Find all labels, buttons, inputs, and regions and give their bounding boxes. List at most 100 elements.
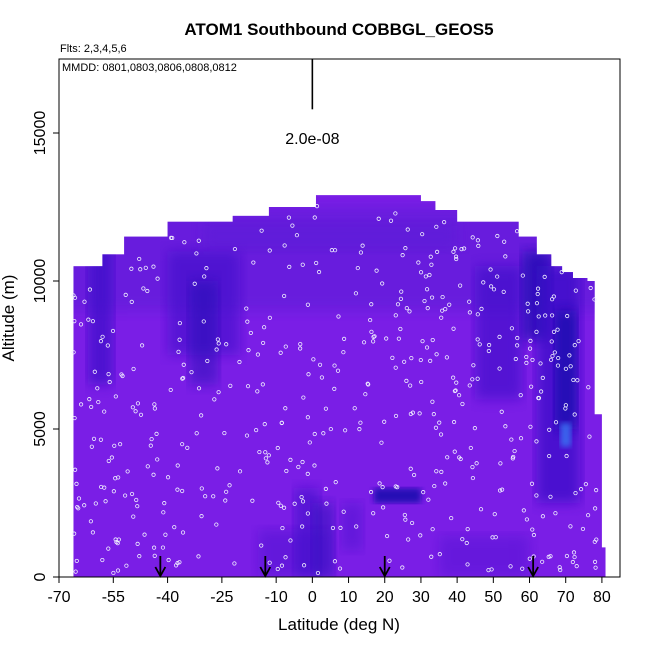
sample-point xyxy=(462,246,467,251)
sample-point xyxy=(196,554,201,559)
sample-point xyxy=(73,467,78,472)
sample-point xyxy=(298,341,303,347)
sample-point xyxy=(189,370,194,375)
sample-point xyxy=(492,512,497,517)
sample-point xyxy=(162,501,167,506)
sample-point xyxy=(307,440,312,445)
sample-point xyxy=(540,559,545,564)
sample-point xyxy=(371,334,376,339)
sample-point xyxy=(573,288,578,293)
sample-point xyxy=(130,405,135,410)
sample-point xyxy=(524,517,530,522)
sample-point xyxy=(468,445,473,451)
sample-point xyxy=(502,239,507,244)
sample-point xyxy=(135,401,141,406)
sample-point xyxy=(439,469,444,474)
sample-point xyxy=(369,302,374,307)
x-tick-label: 0 xyxy=(308,589,317,606)
sample-point xyxy=(478,507,484,512)
sample-point xyxy=(393,211,398,216)
sample-point xyxy=(583,482,588,487)
sample-point xyxy=(587,434,592,439)
sample-point xyxy=(89,444,94,449)
sample-point xyxy=(288,538,293,543)
field-blob-12 xyxy=(341,503,364,551)
sample-point xyxy=(237,359,242,365)
sample-point xyxy=(547,427,552,432)
sample-point xyxy=(141,286,146,291)
sample-point xyxy=(518,393,523,398)
sample-point xyxy=(538,361,543,366)
sample-point xyxy=(458,456,463,462)
sample-point xyxy=(534,439,539,444)
sample-point xyxy=(205,358,210,364)
sample-point xyxy=(520,273,525,278)
sample-point xyxy=(168,387,173,393)
sample-point xyxy=(165,475,171,480)
sample-point xyxy=(497,334,502,339)
sample-point xyxy=(384,336,389,341)
sample-point xyxy=(369,329,374,334)
sample-point xyxy=(470,475,476,481)
sample-point xyxy=(180,376,185,381)
sample-point xyxy=(118,442,123,447)
sample-point xyxy=(570,559,575,565)
sample-point xyxy=(181,375,186,381)
sample-point xyxy=(317,362,323,367)
sample-point xyxy=(149,436,154,442)
sample-point xyxy=(538,389,544,394)
flight-arrows xyxy=(154,556,539,578)
sample-point xyxy=(246,348,251,353)
sample-point xyxy=(115,568,121,573)
sample-point xyxy=(299,494,304,500)
sample-point xyxy=(547,453,552,459)
sample-point xyxy=(497,488,503,493)
sample-point xyxy=(102,409,107,414)
sample-point xyxy=(387,558,392,563)
sample-point xyxy=(74,558,79,564)
sample-point xyxy=(251,260,256,265)
flight-arrow-head xyxy=(527,566,539,578)
sample-point xyxy=(244,306,249,311)
sample-point xyxy=(294,233,300,238)
sample-point xyxy=(382,419,387,424)
sample-point xyxy=(534,301,540,306)
sample-point xyxy=(380,281,385,286)
sample-point xyxy=(216,390,221,395)
sample-point xyxy=(78,402,84,407)
sample-point xyxy=(332,559,338,564)
sample-point xyxy=(255,352,261,357)
sample-point xyxy=(572,343,577,348)
sample-point xyxy=(440,294,445,300)
sample-point xyxy=(103,499,108,504)
sample-point xyxy=(323,486,328,491)
sample-points xyxy=(71,203,599,576)
sample-point xyxy=(305,471,310,476)
sample-point xyxy=(328,426,333,432)
sample-point xyxy=(524,354,529,360)
sample-point xyxy=(279,563,285,568)
sample-point xyxy=(592,559,598,564)
sample-point xyxy=(395,302,401,307)
sample-point xyxy=(321,431,326,436)
sample-point xyxy=(319,375,325,380)
sample-point xyxy=(556,355,561,361)
sample-point xyxy=(409,355,414,361)
sample-point xyxy=(263,456,268,461)
sample-point xyxy=(377,481,382,486)
sample-point xyxy=(475,312,480,317)
sample-point xyxy=(73,569,78,574)
sample-point xyxy=(567,353,572,358)
sample-point xyxy=(176,349,181,354)
sample-point xyxy=(78,322,84,327)
sample-point xyxy=(403,517,408,522)
sample-point xyxy=(131,366,136,372)
sample-point xyxy=(374,268,379,273)
sample-point xyxy=(586,385,591,390)
sample-point xyxy=(475,376,480,381)
sample-point xyxy=(488,284,494,289)
sample-point xyxy=(390,355,395,360)
sample-point xyxy=(388,218,394,223)
sample-point xyxy=(460,537,465,542)
sample-point xyxy=(202,274,207,279)
